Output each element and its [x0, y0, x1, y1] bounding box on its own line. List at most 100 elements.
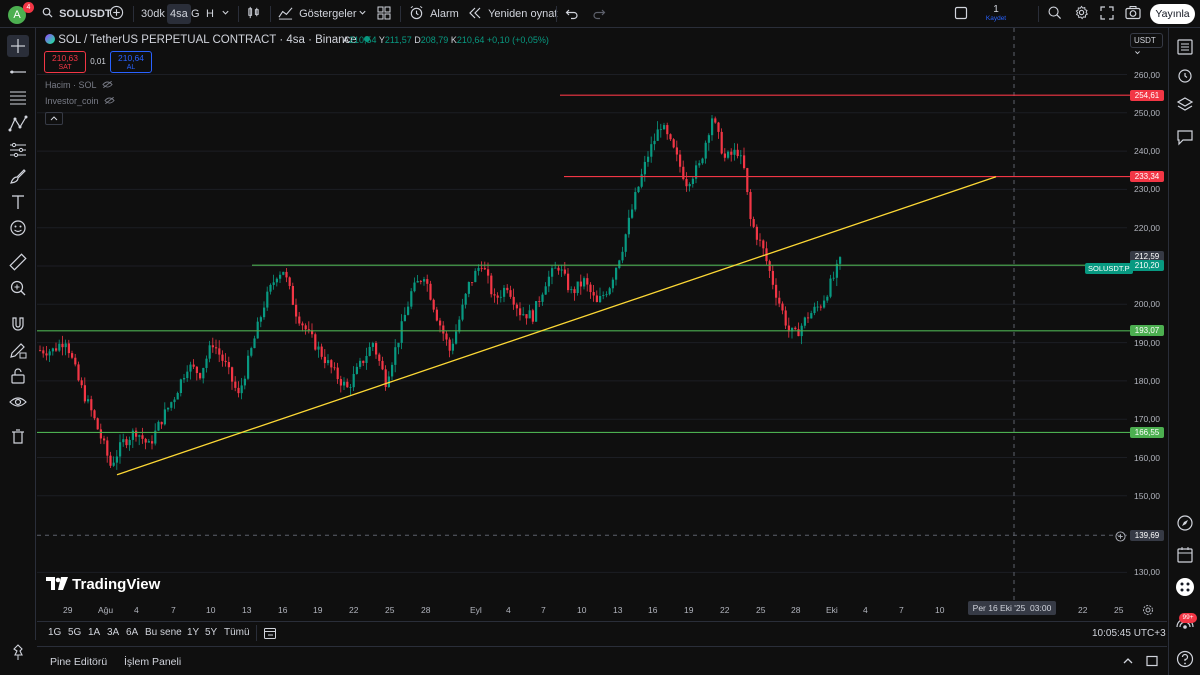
interval-week[interactable]: H	[206, 8, 214, 20]
fib-tool[interactable]	[7, 87, 29, 109]
apps-button[interactable]	[1174, 576, 1196, 598]
candle-body	[74, 357, 77, 365]
interval-day[interactable]: G	[191, 8, 200, 20]
maximize-panel-button[interactable]	[1145, 655, 1159, 667]
symbol-search[interactable]: SOLUSDT	[42, 4, 112, 24]
remove-drawings-tool[interactable]	[7, 426, 29, 448]
sell-button[interactable]: 210,63 SAT	[44, 51, 86, 73]
magnet-tool[interactable]	[7, 313, 29, 335]
undo-button[interactable]	[565, 4, 579, 24]
stay-drawing-tool[interactable]	[7, 339, 29, 361]
replay-button[interactable]: Yeniden oynat	[468, 4, 557, 24]
candle-body	[679, 154, 682, 167]
price-chart[interactable]	[37, 28, 1167, 620]
zoom-tool[interactable]	[7, 277, 29, 299]
crosshair-tool[interactable]	[7, 35, 29, 57]
x-tick-label: Ağu	[98, 605, 114, 615]
layout-select-button[interactable]	[954, 4, 968, 24]
candle-body	[810, 313, 813, 319]
snapshot-button[interactable]	[1125, 4, 1141, 24]
investor-indicator-legend[interactable]: Investor_coin	[45, 96, 115, 106]
candle-body	[336, 367, 339, 380]
brush-tool[interactable]	[7, 165, 29, 187]
axis-settings-button[interactable]	[1142, 604, 1154, 616]
expand-panel-button[interactable]	[1121, 655, 1135, 667]
candle-body	[227, 362, 230, 368]
ideas-button[interactable]	[1174, 512, 1196, 534]
candle-body	[752, 219, 755, 227]
y-tick-label: 170,00	[1134, 414, 1160, 425]
candle-body	[317, 346, 320, 350]
interval-4h[interactable]: 4sa	[167, 4, 191, 24]
eye-off-icon[interactable]	[102, 80, 113, 89]
text-tool[interactable]	[7, 191, 29, 213]
candle-body	[538, 301, 541, 302]
lock-drawings-tool[interactable]	[7, 365, 29, 387]
candle-body	[714, 118, 717, 123]
redo-button[interactable]	[592, 4, 606, 24]
layout-button[interactable]	[377, 4, 391, 24]
interval-30m[interactable]: 30dk	[141, 8, 165, 20]
collapse-legend-button[interactable]	[45, 112, 63, 125]
range-button[interactable]: Tümü	[224, 627, 250, 638]
candle-body	[423, 279, 426, 282]
range-button[interactable]: 5G	[68, 627, 82, 638]
range-button[interactable]: 3A	[107, 627, 120, 638]
candle-body	[186, 371, 189, 379]
candle-body	[64, 343, 67, 348]
layers-button[interactable]	[1174, 94, 1196, 116]
sell-price: 210,63	[52, 53, 78, 63]
candle-body	[167, 407, 170, 410]
currency-select[interactable]: USDT	[1130, 33, 1163, 55]
hide-drawings-tool[interactable]	[7, 391, 29, 413]
projection-tool[interactable]	[7, 139, 29, 161]
eye-off-icon[interactable]	[104, 96, 115, 105]
candle-body	[352, 373, 355, 388]
goto-date-button[interactable]	[263, 626, 277, 640]
layers-icon	[1176, 97, 1194, 111]
object-tree-button[interactable]	[7, 641, 29, 663]
buy-button[interactable]: 210,64 AL	[110, 51, 152, 73]
range-button[interactable]: Bu sene	[145, 627, 182, 638]
watchlist-button[interactable]	[1174, 36, 1196, 58]
add-alert-button[interactable]	[1115, 531, 1126, 542]
candle-body	[231, 367, 234, 382]
interval-dropdown[interactable]	[221, 4, 230, 24]
tab-pine-editor[interactable]: Pine Editörü	[50, 656, 108, 668]
range-button[interactable]: 6A	[126, 627, 139, 638]
volume-indicator-legend[interactable]: Hacim · SOL	[45, 80, 113, 90]
timezone-clock[interactable]: 10:05:45 UTC+3	[1092, 628, 1166, 639]
candle-body	[711, 118, 714, 136]
alerts-panel-button[interactable]	[1174, 64, 1196, 86]
range-button[interactable]: 5Y	[205, 627, 218, 638]
compare-symbol-button[interactable]	[109, 4, 124, 24]
calendar-button[interactable]	[1174, 544, 1196, 566]
chat-button[interactable]	[1174, 126, 1196, 148]
candle-body	[656, 129, 659, 141]
emoji-tool[interactable]	[7, 217, 29, 239]
help-button[interactable]	[1174, 648, 1196, 670]
tab-trading-panel[interactable]: İşlem Paneli	[124, 656, 182, 668]
save-button[interactable]: 1 Kaydet	[983, 4, 1009, 23]
alarm-button[interactable]: Alarm	[409, 4, 459, 24]
trend-line-tool[interactable]	[7, 61, 29, 83]
symbol-price-tag: SOLUSDT.P	[1085, 263, 1133, 274]
indicators-dropdown[interactable]	[358, 4, 367, 24]
range-button[interactable]: 1Y	[187, 627, 200, 638]
publish-button[interactable]: Yayınla	[1150, 4, 1195, 24]
settings-button[interactable]	[1074, 4, 1089, 24]
avatar[interactable]: A	[8, 5, 26, 25]
chart-type-button[interactable]	[246, 4, 261, 24]
candle-body	[327, 360, 330, 364]
plus-circle-icon	[1115, 531, 1126, 542]
candle-body	[730, 151, 733, 155]
range-button[interactable]: 1G	[48, 627, 62, 638]
measure-tool[interactable]	[7, 251, 29, 273]
fullscreen-button[interactable]	[1100, 4, 1114, 24]
indicators-button[interactable]: Göstergeler	[278, 4, 357, 24]
range-button[interactable]: 1A	[88, 627, 101, 638]
candle-body	[586, 278, 589, 285]
pattern-tool[interactable]	[7, 113, 29, 135]
candle-body	[698, 163, 701, 166]
quick-search-button[interactable]	[1047, 4, 1062, 24]
